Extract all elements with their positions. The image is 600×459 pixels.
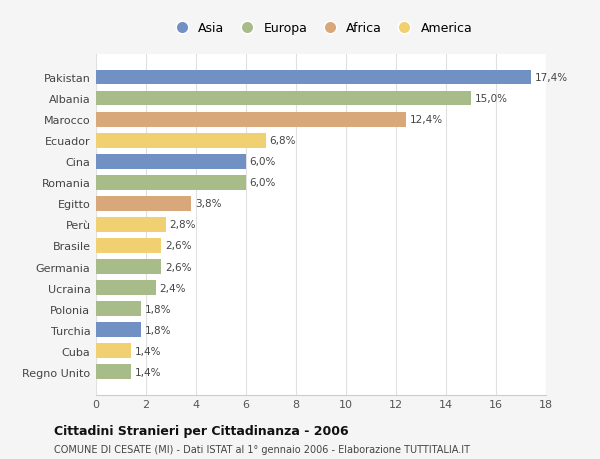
Text: 6,0%: 6,0% [250,178,276,188]
Bar [96,280,156,295]
Bar [96,218,166,232]
Bar [96,155,246,169]
Bar [96,71,531,85]
Text: 1,8%: 1,8% [145,325,171,335]
Text: 17,4%: 17,4% [535,73,568,83]
Bar [96,302,141,316]
Text: 12,4%: 12,4% [410,115,443,125]
Text: 1,4%: 1,4% [135,346,161,356]
Bar [96,364,131,379]
Text: 2,6%: 2,6% [165,241,191,251]
Bar [96,112,406,127]
Bar [96,175,246,190]
Text: Cittadini Stranieri per Cittadinanza - 2006: Cittadini Stranieri per Cittadinanza - 2… [54,425,349,437]
Text: COMUNE DI CESATE (MI) - Dati ISTAT al 1° gennaio 2006 - Elaborazione TUTTITALIA.: COMUNE DI CESATE (MI) - Dati ISTAT al 1°… [54,444,470,454]
Text: 3,8%: 3,8% [195,199,221,209]
Text: 2,6%: 2,6% [165,262,191,272]
Bar [96,239,161,253]
Bar [96,323,141,337]
Bar [96,134,266,148]
Text: 6,8%: 6,8% [270,136,296,146]
Bar [96,196,191,211]
Bar [96,260,161,274]
Text: 1,4%: 1,4% [135,367,161,377]
Bar [96,344,131,358]
Legend: Asia, Europa, Africa, America: Asia, Europa, Africa, America [164,17,478,40]
Text: 6,0%: 6,0% [250,157,276,167]
Bar [96,91,471,106]
Text: 2,8%: 2,8% [170,220,196,230]
Text: 2,4%: 2,4% [160,283,186,293]
Text: 1,8%: 1,8% [145,304,171,314]
Text: 15,0%: 15,0% [475,94,508,104]
